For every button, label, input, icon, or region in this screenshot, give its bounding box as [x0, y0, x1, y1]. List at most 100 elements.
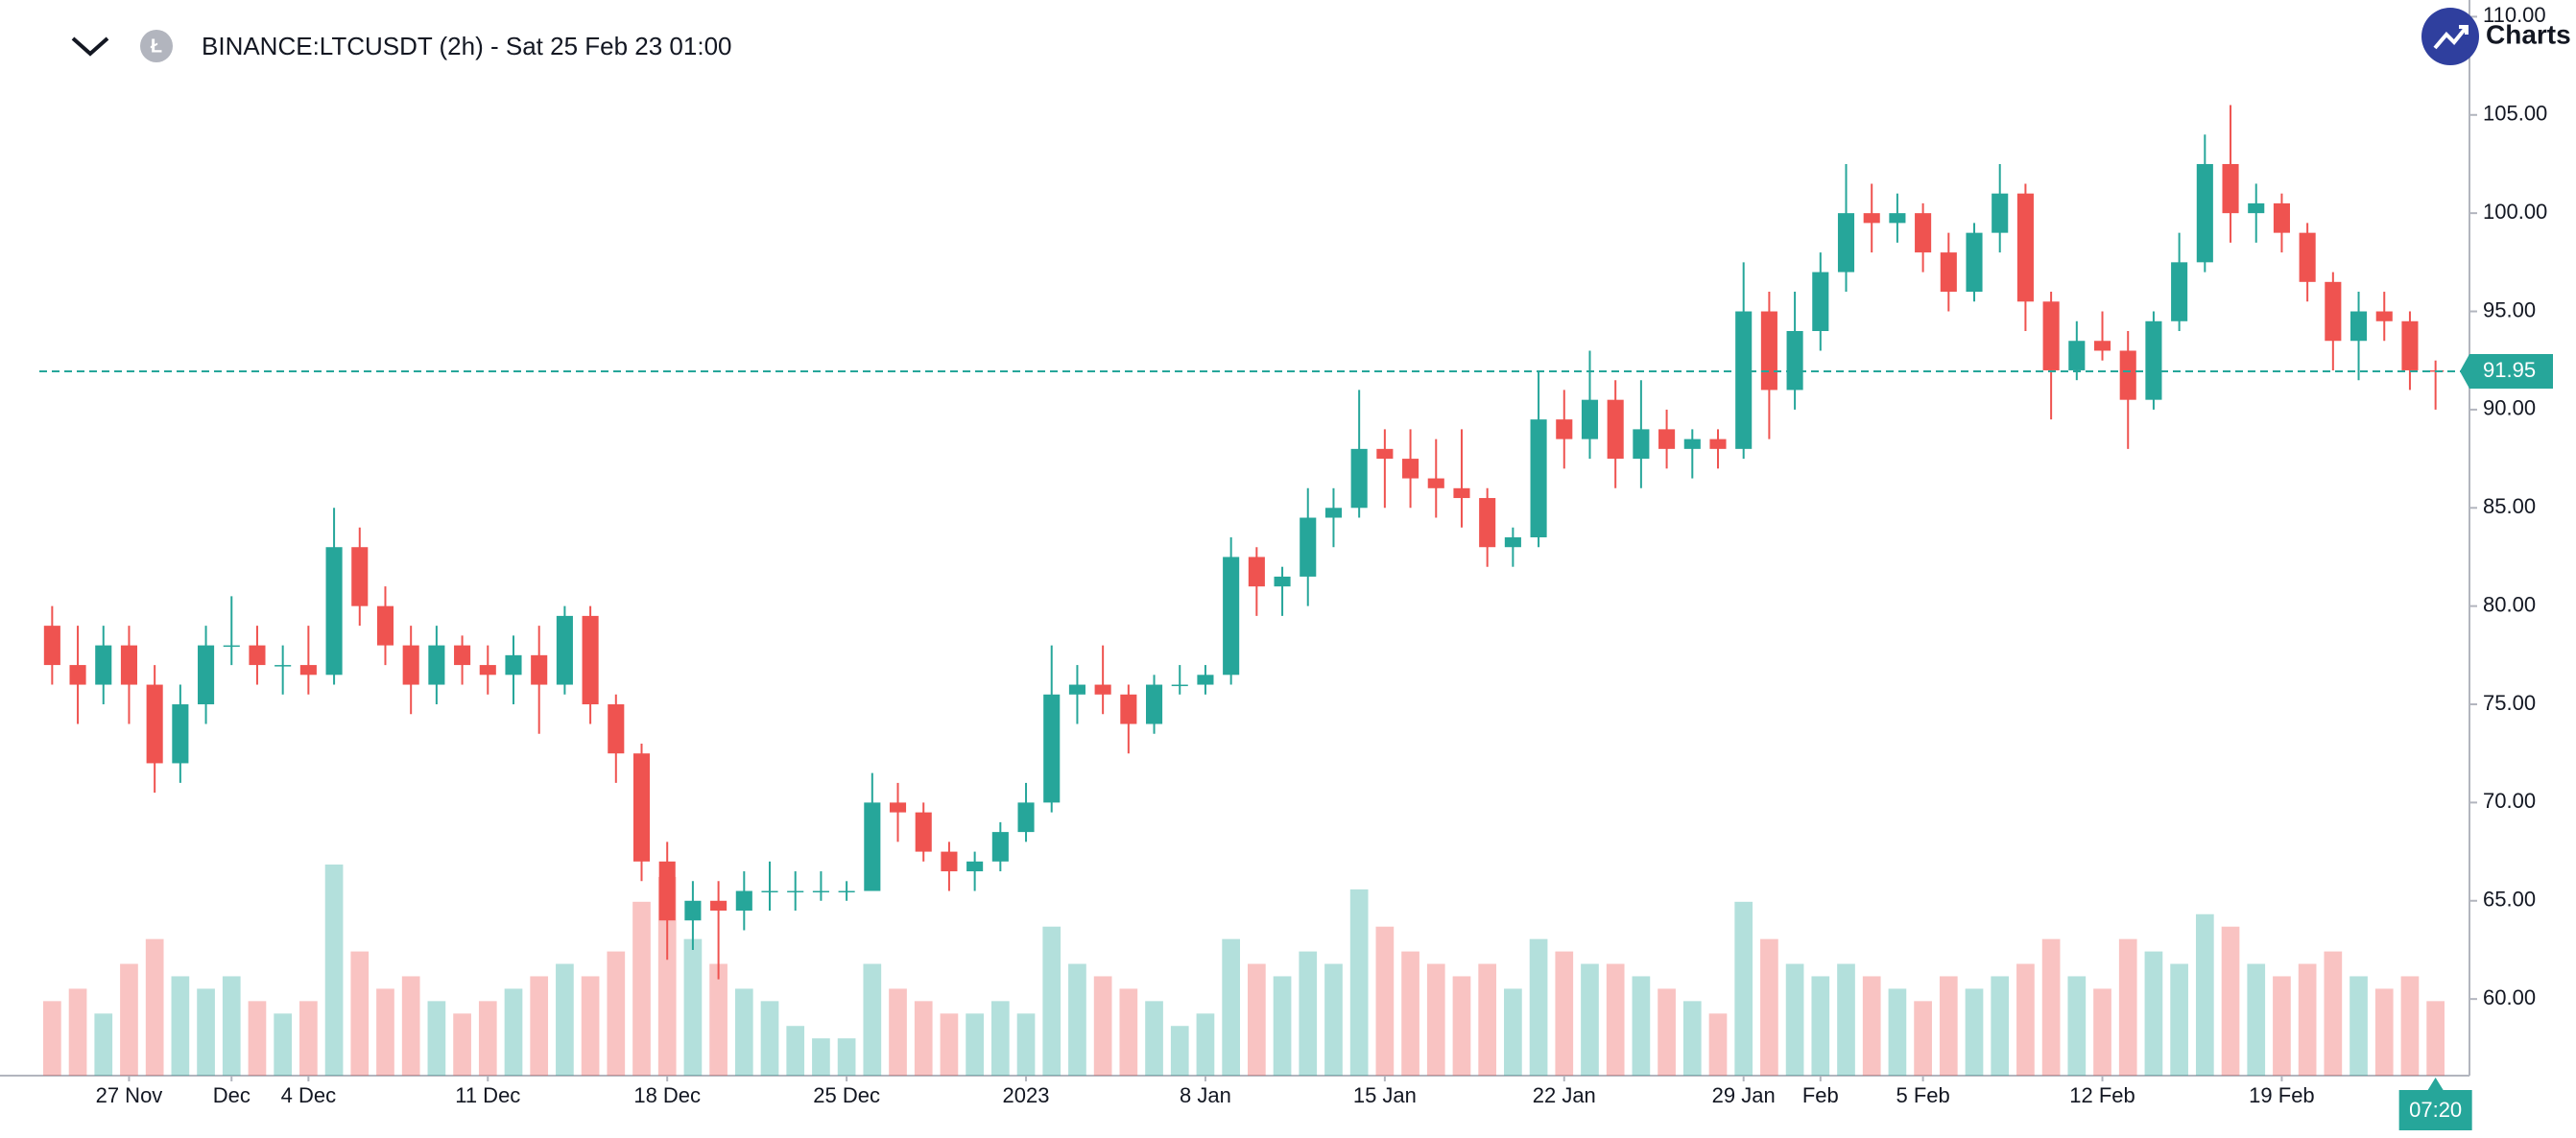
y-tick-label: 60.00 — [2483, 985, 2536, 1009]
candle-body — [761, 890, 778, 893]
volume-bar — [504, 988, 523, 1076]
candle-body — [1940, 252, 1957, 293]
volume-bar — [1914, 1001, 1932, 1076]
volume-bar — [1606, 963, 1625, 1076]
candle-body — [198, 645, 215, 705]
axes: 60.00 65.00 70.00 75.00 80.00 85.00 90.00 95.00… — [39, 3, 2553, 1130]
volume-bar — [556, 963, 574, 1076]
volume-bar — [43, 1001, 61, 1076]
volume-bar — [222, 976, 241, 1076]
volume-bar — [2221, 926, 2240, 1076]
volume-bar — [1222, 938, 1240, 1076]
candle-body — [1837, 213, 1855, 273]
x-tick-label: 19 Feb — [2249, 1083, 2315, 1107]
candle-body — [735, 890, 752, 912]
symbol-logo-letter: Ł — [151, 36, 162, 57]
volume-bar — [2170, 963, 2188, 1076]
volume-bar — [1042, 926, 1061, 1076]
volume-bar — [1965, 988, 1984, 1076]
candle-body — [1607, 399, 1624, 460]
symbol-logo — [140, 30, 173, 62]
candle-body — [2248, 202, 2265, 214]
volume-bar — [94, 1013, 113, 1076]
volume-bar — [863, 963, 882, 1076]
volume-bar — [1016, 1013, 1036, 1076]
volume-bar — [2400, 976, 2420, 1076]
candle-body — [1709, 439, 1727, 449]
candle-body — [889, 802, 907, 813]
header: Ł BINANCE:LTCUSDT (2h) - Sat 25 Feb 23 0… — [71, 30, 732, 62]
candle-body — [376, 605, 394, 646]
volume-bar — [2349, 976, 2368, 1076]
y-tick-label: 75.00 — [2483, 691, 2536, 715]
volume-bar — [453, 1013, 471, 1076]
volume-bar — [2324, 951, 2343, 1076]
volume-bar — [1119, 988, 1138, 1076]
x-tick-label: 8 Jan — [1180, 1083, 1231, 1107]
candle-layer — [43, 105, 2445, 980]
candle-body — [2171, 262, 2188, 321]
candle-body — [710, 900, 727, 912]
volume-bar — [760, 1001, 779, 1076]
y-tick-label: 105.00 — [2483, 102, 2547, 126]
candle-body — [2299, 232, 2316, 282]
volume-bar — [1862, 976, 1881, 1076]
volume-bar — [324, 865, 344, 1076]
brand-badge[interactable]: Charts — [2421, 8, 2571, 65]
volume-bar — [530, 976, 549, 1076]
candle-body — [1760, 311, 1777, 391]
volume-bar — [837, 1038, 856, 1076]
candle-body — [658, 861, 676, 921]
volume-bar — [1708, 1013, 1728, 1076]
candle-body — [1376, 448, 1394, 460]
volume-bar — [657, 876, 677, 1076]
collapse-chevron[interactable] — [71, 36, 109, 57]
candle-body — [2196, 163, 2213, 263]
volume-bar — [350, 951, 370, 1076]
x-tick-label: 2023 — [1003, 1083, 1050, 1107]
candle-body — [2273, 202, 2290, 233]
y-tick-label: 70.00 — [2483, 789, 2536, 813]
candle-body — [2119, 350, 2136, 400]
candle-body — [812, 890, 829, 893]
candle-body — [1274, 576, 1291, 587]
candle-body — [1915, 213, 1932, 253]
candle-body — [1556, 419, 1573, 439]
volume-bar — [197, 988, 215, 1076]
candle-body — [223, 645, 240, 648]
volume-bar — [812, 1038, 830, 1076]
y-tick-label: 100.00 — [2483, 200, 2547, 224]
candle-body — [838, 890, 855, 893]
volume-bar — [1196, 1013, 1215, 1076]
volume-bar — [581, 976, 600, 1076]
volume-bar — [914, 1001, 933, 1076]
candle-body — [479, 665, 496, 676]
volume-bar — [1939, 976, 1958, 1076]
volume-bar — [171, 976, 190, 1076]
candle-body — [1863, 213, 1880, 224]
candle-body — [1530, 419, 1547, 537]
candle-body — [1171, 684, 1188, 687]
volume-bar — [68, 988, 87, 1076]
countdown-tag — [2398, 1078, 2472, 1130]
candle-body — [1300, 517, 1317, 577]
candle-body — [1992, 193, 2009, 233]
candle-body — [1043, 694, 1061, 803]
volume-bar — [709, 963, 727, 1076]
x-tick-label: 11 Dec — [455, 1083, 520, 1107]
candle-body — [1324, 508, 1343, 518]
x-tick-label: 25 Dec — [813, 1083, 880, 1107]
volume-bar — [1504, 988, 1522, 1076]
candle-body — [249, 645, 266, 666]
volume-bar — [734, 988, 753, 1076]
volume-bar — [1349, 889, 1369, 1076]
volume-bar — [2426, 1001, 2445, 1076]
candle-body — [1683, 439, 1701, 449]
volume-bar — [786, 1026, 805, 1076]
volume-bar — [376, 988, 394, 1076]
candle-body — [966, 861, 984, 872]
candle-body — [325, 547, 343, 676]
volume-bar — [1529, 938, 1548, 1076]
candle-body — [2093, 341, 2111, 351]
